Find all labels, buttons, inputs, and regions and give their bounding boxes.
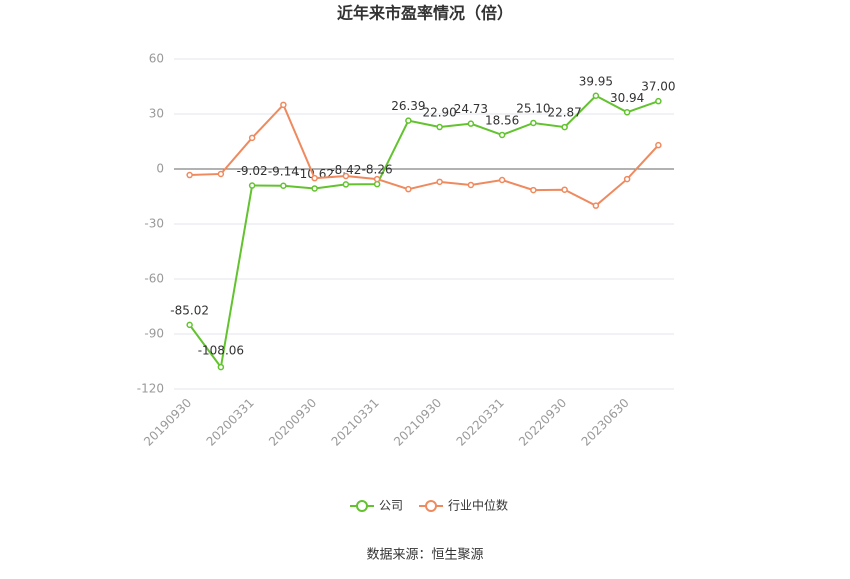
point <box>248 182 256 189</box>
point <box>217 170 225 178</box>
data-label: 39.95 <box>579 74 613 88</box>
point <box>623 109 631 116</box>
point <box>186 171 193 179</box>
x-tick-label: 20220331 <box>454 396 507 449</box>
point <box>280 182 287 190</box>
source: 数据来源：恒生聚源 <box>366 548 483 563</box>
data-label: -108.06 <box>198 344 244 358</box>
y-tick-label: -120 <box>137 382 164 396</box>
series-line <box>189 103 660 207</box>
x-tick-label: 20230630 <box>579 396 632 449</box>
y-tick-label: 0 <box>156 162 164 176</box>
point <box>248 134 256 142</box>
data-label: -8.42 <box>330 163 361 177</box>
point <box>592 202 600 209</box>
point <box>373 180 381 188</box>
data-label: -9.02 <box>237 164 268 178</box>
legend-label: 行业中位数 <box>448 498 508 513</box>
point <box>342 172 350 180</box>
y-tick-label: -60 <box>144 272 164 286</box>
x-tick-label: 20200930 <box>266 396 319 449</box>
point <box>311 174 318 182</box>
point <box>217 363 225 371</box>
point <box>498 131 506 139</box>
x-tick-label: 20200331 <box>204 396 257 449</box>
point <box>530 186 537 194</box>
y-tick-label: 60 <box>149 52 164 66</box>
legend-marker <box>356 500 368 512</box>
x-tick-label: 20220930 <box>516 396 569 449</box>
point <box>561 123 568 131</box>
data-label: 22.90 <box>422 106 456 120</box>
x-tick-label: 20190930 <box>141 396 194 449</box>
point <box>467 181 475 189</box>
point <box>498 176 506 184</box>
point <box>373 175 381 183</box>
data-label: -85.02 <box>170 303 209 317</box>
y-tick-label: -90 <box>144 327 164 341</box>
point <box>311 185 318 192</box>
data-label: 25.10 <box>516 101 550 115</box>
point <box>655 97 662 105</box>
chart-title: 近年来市盈率情况（倍） <box>337 4 513 23</box>
data-label: 18.56 <box>485 113 519 127</box>
point <box>342 181 350 188</box>
point <box>623 175 631 183</box>
y-tick-label: 30 <box>149 107 164 121</box>
data-label: -9.14 <box>268 164 299 178</box>
legend-label: 公司 <box>379 499 403 513</box>
data-label: 26.39 <box>391 99 425 113</box>
x-tick-label: 20210331 <box>329 396 382 449</box>
data-label: 22.87 <box>547 106 581 120</box>
legend-marker <box>425 500 438 512</box>
point <box>467 120 475 127</box>
series-line <box>188 94 659 370</box>
point <box>592 92 600 100</box>
point <box>655 141 662 149</box>
point <box>436 123 443 131</box>
y-tick-label: -30 <box>144 217 164 231</box>
point <box>405 185 412 193</box>
data-label: 24.73 <box>454 102 488 116</box>
data-label: 30.94 <box>610 91 644 105</box>
data-label: 37.00 <box>641 80 675 94</box>
x-tick-label: 20210930 <box>391 396 444 449</box>
data-label: -8.26 <box>362 163 393 177</box>
point <box>186 321 193 329</box>
point <box>530 119 537 127</box>
point <box>280 101 287 109</box>
point <box>561 186 568 193</box>
point <box>436 178 443 186</box>
point <box>405 117 412 124</box>
